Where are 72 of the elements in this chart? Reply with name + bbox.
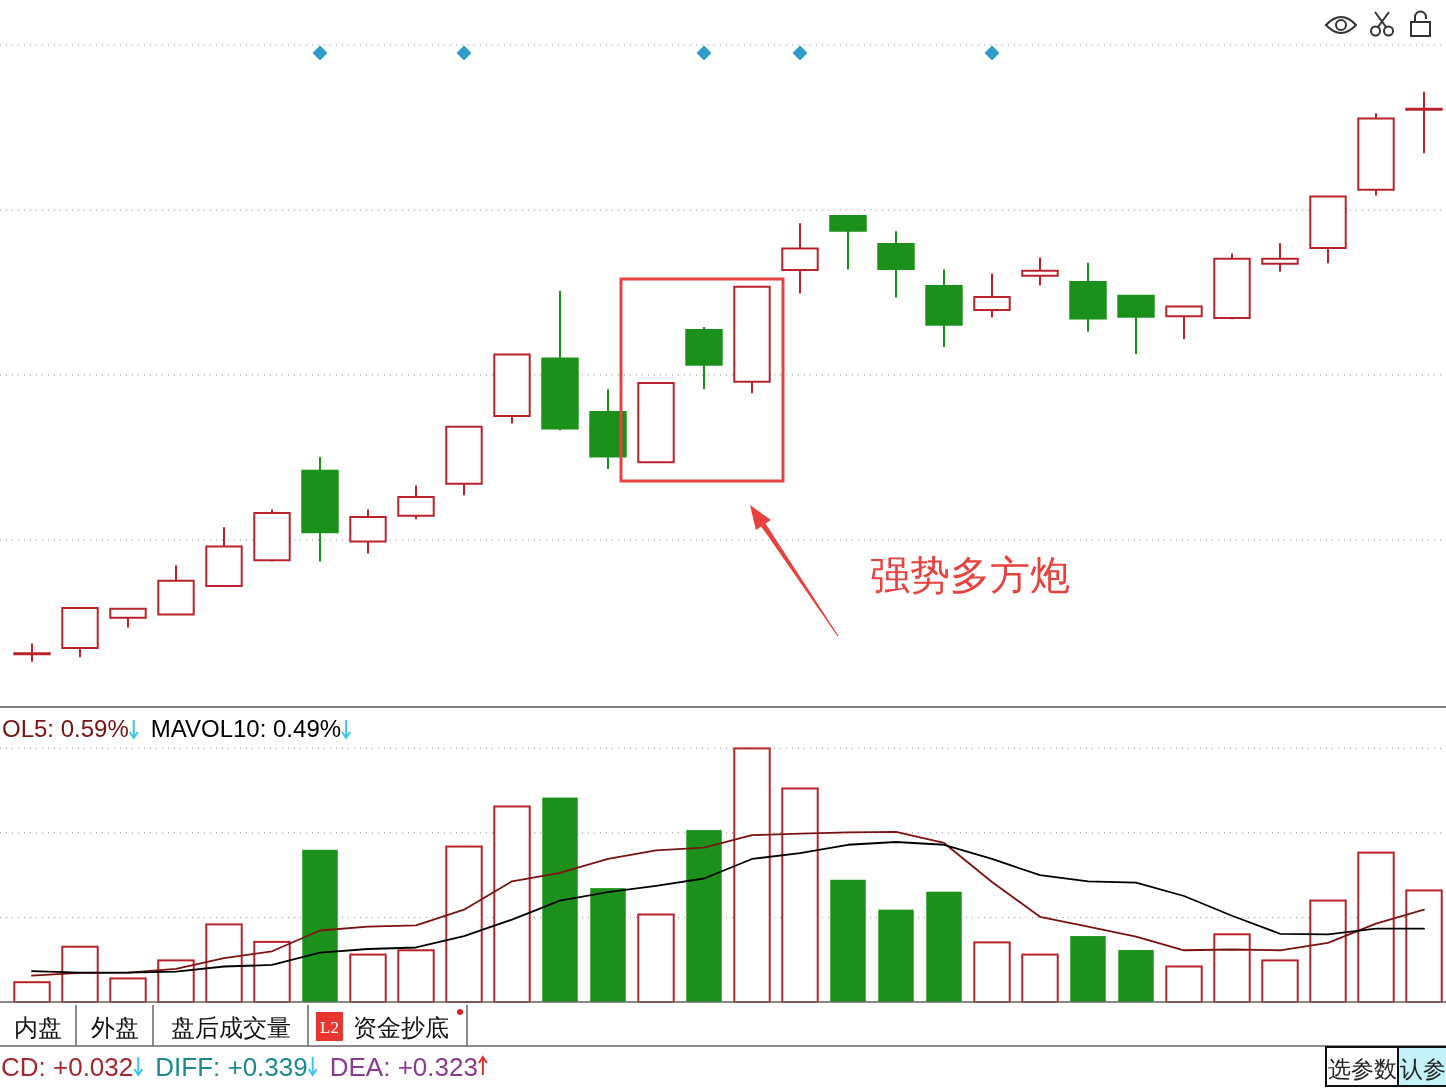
text: 资金抄底 (353, 1014, 449, 1041)
text: MAVOL10: 0.49% (150, 715, 342, 742)
candlestick (205, 526, 243, 589)
button: 认参 (1397, 1046, 1446, 1087)
bar (1021, 953, 1059, 1003)
candlestick (253, 508, 291, 563)
candlestick (1309, 194, 1347, 265)
bar (590, 888, 626, 1002)
candlestick (733, 285, 771, 395)
bar (542, 797, 578, 1002)
candlestick (1261, 242, 1299, 273)
bar (733, 747, 771, 1003)
text: DEA: +0.323 (329, 1052, 478, 1082)
bar (493, 805, 531, 1003)
button: 选参数 (1325, 1046, 1399, 1087)
candlestick (13, 642, 51, 663)
text: OL5: 0.59% (2, 715, 129, 742)
bar (830, 879, 866, 1002)
bar (637, 913, 675, 1003)
candlestick (781, 222, 819, 295)
bar (253, 940, 291, 1003)
candlestick (493, 353, 531, 425)
bar (686, 830, 722, 1002)
bar (1357, 851, 1395, 1003)
candlestick (925, 268, 963, 349)
bar (878, 909, 914, 1002)
annotation: 强势多方炮 (870, 553, 1070, 597)
candlestick (973, 272, 1011, 319)
bar (1213, 933, 1251, 1003)
candlestick (301, 456, 339, 563)
candlestick (109, 607, 147, 629)
bar (1261, 959, 1299, 1003)
text: CD: +0.032 (1, 1052, 134, 1082)
candlestick (1069, 261, 1107, 333)
candlestick (397, 484, 435, 521)
candlestick (1117, 294, 1155, 355)
bar (302, 849, 338, 1002)
bar (926, 891, 962, 1002)
text: DIFF: +0.339 (155, 1052, 308, 1082)
bar (61, 945, 99, 1003)
candlestick (1357, 112, 1395, 197)
candlestick (637, 381, 675, 465)
candlestick (61, 607, 99, 659)
candlestick (829, 214, 867, 271)
bar (1070, 936, 1106, 1002)
bar (973, 941, 1011, 1003)
text: 内盘 (14, 1014, 62, 1041)
bar (1309, 899, 1347, 1003)
candlestick (1405, 90, 1443, 155)
candlestick (1021, 256, 1059, 287)
bar (781, 787, 819, 1003)
bar (445, 845, 483, 1003)
candlestick (541, 289, 579, 432)
candlestick (349, 508, 387, 555)
bar (349, 953, 387, 1003)
text: 盘后成交量 (170, 1014, 291, 1041)
candlestick (589, 388, 627, 471)
candlestick (157, 564, 195, 617)
bar (109, 977, 147, 1003)
bar (1165, 965, 1203, 1003)
bar (13, 981, 51, 1003)
text: 外盘 (90, 1014, 139, 1041)
candlestick (445, 425, 483, 497)
candlestick (685, 326, 723, 391)
candlestick (877, 230, 915, 299)
bar (1118, 950, 1154, 1002)
bar (1405, 889, 1443, 1003)
candlestick (1165, 304, 1203, 341)
bar (205, 923, 243, 1003)
badge: L2 (316, 1012, 343, 1041)
bar (397, 949, 435, 1003)
candlestick (1213, 252, 1251, 321)
